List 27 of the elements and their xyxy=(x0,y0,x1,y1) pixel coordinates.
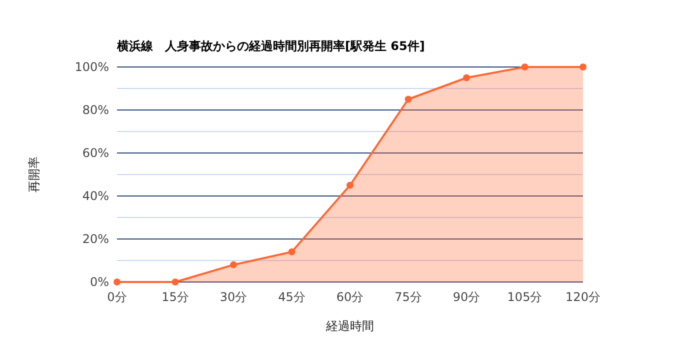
point xyxy=(172,278,179,286)
point xyxy=(463,74,470,82)
x-tick-label: 120分 xyxy=(566,290,600,304)
point xyxy=(346,182,354,189)
x-tick-label: 90分 xyxy=(452,290,480,304)
y-tick-label: 0% xyxy=(90,275,109,289)
point xyxy=(114,278,120,286)
point xyxy=(580,64,586,70)
x-tick-label: 60分 xyxy=(336,290,364,304)
y-tick-label: 40% xyxy=(82,189,109,203)
y-axis-title: 再開率 xyxy=(27,156,41,192)
y-tick-label: 20% xyxy=(82,232,109,246)
x-tick-label: 0分 xyxy=(107,290,127,304)
point xyxy=(288,248,296,256)
point xyxy=(404,96,412,103)
x-tick-label: 105分 xyxy=(507,290,542,304)
y-tick-label: 100% xyxy=(74,60,109,74)
x-tick-label: 30分 xyxy=(220,290,248,304)
point xyxy=(230,261,237,268)
point xyxy=(521,64,528,70)
chart-title: 横浜線 人身事故からの経過時間別再開率[駅発生 65件] xyxy=(116,39,425,53)
y-tick-label: 80% xyxy=(82,103,109,117)
x-tick-label: 45分 xyxy=(278,290,306,304)
y-tick-label: 60% xyxy=(82,146,109,160)
x-tick-label: 75分 xyxy=(394,290,422,304)
x-tick-label: 15分 xyxy=(162,290,189,304)
x-axis-title: 経過時間 xyxy=(325,319,374,333)
